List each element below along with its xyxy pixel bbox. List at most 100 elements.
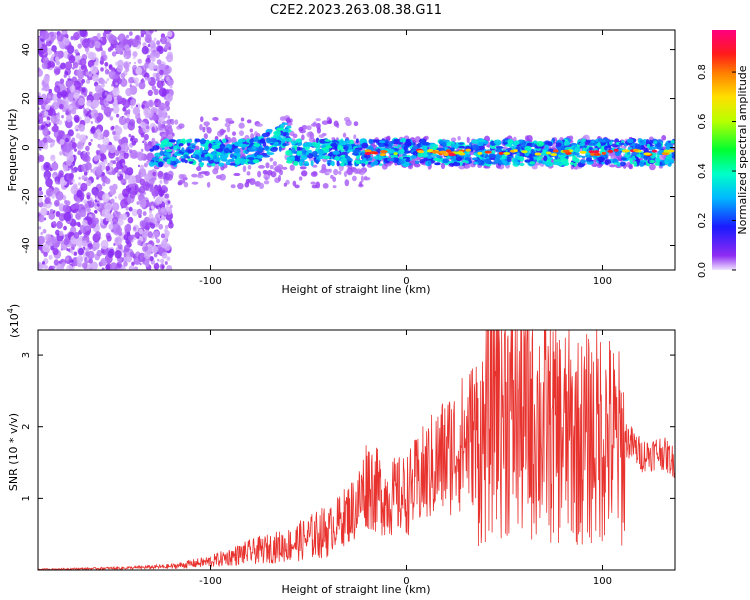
noise-cell [158, 87, 167, 97]
noise-cell [112, 130, 116, 135]
band-cell [280, 124, 285, 129]
band-cell [559, 155, 565, 161]
band-cell [442, 141, 447, 148]
band-peak-cell [601, 151, 606, 155]
noise-cell [49, 208, 54, 214]
noise-cell [127, 38, 134, 46]
band-cell [422, 141, 430, 146]
band-halo-cell [151, 126, 155, 133]
noise-cell [59, 138, 65, 145]
noise-cell [126, 231, 131, 237]
band-cell [654, 162, 660, 166]
noise-cell [121, 136, 129, 145]
band-halo-cell [166, 174, 173, 181]
noise-cell [52, 211, 55, 214]
band-halo-cell [458, 164, 466, 170]
noise-cell [59, 78, 65, 84]
noise-cell [137, 58, 143, 64]
noise-cell [68, 167, 71, 171]
band-cell [429, 146, 434, 150]
band-cell [542, 150, 547, 153]
band-halo-cell [327, 120, 332, 125]
noise-cell [38, 92, 41, 97]
noise-cell [63, 238, 70, 246]
noise-cell [149, 240, 153, 245]
band-cell [298, 161, 304, 167]
band-halo-cell [466, 136, 470, 144]
noise-cell [158, 223, 164, 230]
band-cell [414, 160, 420, 165]
noise-cell [38, 261, 43, 270]
band-peak-cell [513, 149, 518, 153]
colorbar-ticks: 0.0 0.2 0.4 0.6 0.8 [697, 64, 736, 278]
band-peak-cell [546, 151, 552, 155]
noise-cell [167, 30, 173, 38]
noise-cell [78, 247, 85, 256]
band-cell [593, 147, 598, 151]
noise-cell [107, 250, 114, 258]
noise-cell [93, 155, 99, 162]
band-cell [331, 140, 339, 143]
snr-frame [37, 329, 676, 571]
noise-cell [93, 132, 99, 139]
noise-cell [165, 93, 173, 103]
noise-cell [143, 251, 151, 259]
noise-cell [155, 73, 160, 79]
noise-cell [141, 45, 149, 55]
noise-cell [159, 69, 164, 76]
band-cell [378, 156, 384, 160]
band-halo-cell [157, 122, 161, 128]
band-cell [264, 145, 269, 150]
band-halo-cell [269, 165, 274, 170]
band-halo-cell [440, 162, 446, 170]
noise-cell [133, 237, 137, 241]
spectrogram-frame [37, 29, 676, 271]
noise-cell [78, 242, 83, 248]
band-cell [163, 152, 171, 156]
noise-cell [158, 102, 166, 111]
band-cell [181, 147, 185, 153]
band-cell [580, 138, 587, 143]
noise-cell [101, 249, 105, 254]
noise-cell [81, 38, 90, 49]
band-cell [229, 150, 233, 154]
noise-cell [147, 43, 151, 48]
noise-cell [45, 104, 51, 111]
band-cell [218, 162, 225, 167]
band-cell [149, 148, 155, 152]
band-cell [588, 142, 596, 146]
colorbar-tick-label: 0.6 [697, 114, 708, 130]
band-cell [278, 136, 283, 141]
band-cell [184, 159, 188, 164]
noise-cell [90, 169, 94, 173]
band-cell [601, 161, 605, 165]
noise-cell [167, 79, 173, 86]
band-cell [417, 142, 421, 149]
noise-cell [135, 66, 143, 75]
y-tick-label: 20 [21, 92, 32, 105]
band-cell [378, 143, 385, 148]
noise-cell [94, 209, 98, 214]
noise-cell [103, 159, 108, 165]
band-halo-cell [191, 181, 199, 185]
noise-cell [63, 225, 67, 231]
snr-multiplier-base: (x10 [8, 313, 21, 338]
band-cell [204, 145, 209, 151]
noise-cell [132, 51, 138, 58]
band-cell [225, 161, 231, 166]
noise-cell [83, 199, 88, 204]
noise-cell [77, 150, 82, 156]
noise-cell [109, 262, 118, 270]
noise-cell [158, 259, 162, 263]
noise-cell [113, 135, 119, 142]
band-cell [667, 159, 673, 163]
noise-cell [161, 252, 168, 259]
noise-cell [71, 108, 77, 115]
band-halo-cell [294, 184, 300, 189]
noise-cell [155, 196, 163, 205]
band-cell [296, 141, 303, 147]
noise-cell [129, 251, 135, 258]
noise-cell [53, 259, 59, 266]
noise-cell [110, 107, 114, 112]
band-cell [356, 155, 360, 158]
